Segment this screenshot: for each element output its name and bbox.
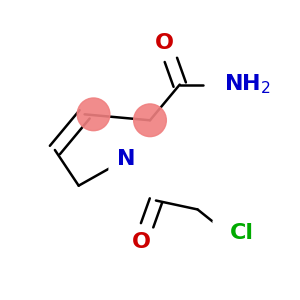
- Text: O: O: [132, 232, 151, 252]
- Text: NH$_2$: NH$_2$: [224, 73, 272, 96]
- Text: Cl: Cl: [230, 223, 254, 243]
- Text: O: O: [155, 33, 174, 53]
- FancyBboxPatch shape: [123, 229, 159, 256]
- Circle shape: [77, 98, 110, 131]
- Circle shape: [134, 104, 166, 136]
- Text: N: N: [117, 149, 136, 169]
- FancyBboxPatch shape: [206, 71, 242, 98]
- FancyBboxPatch shape: [147, 30, 183, 56]
- FancyBboxPatch shape: [108, 146, 144, 172]
- FancyBboxPatch shape: [212, 220, 248, 247]
